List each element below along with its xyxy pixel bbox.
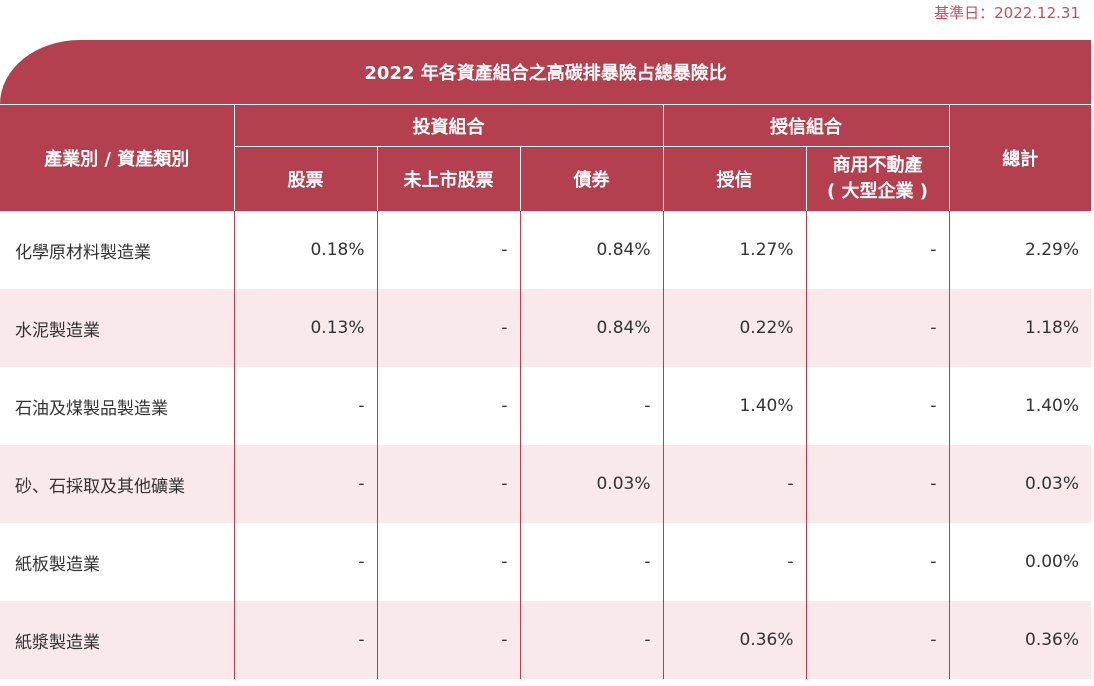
real-estate-cell: -: [805, 211, 949, 289]
credit-header: 授信: [662, 146, 806, 211]
exposure-table: 2022 年各資產組合之高碳排暴險占總暴險比 產業別 / 資產類別 投資組合 授…: [0, 40, 1092, 679]
credit-cell: 1.40%: [662, 367, 806, 445]
real-estate-header-line2: ( 大型企業 ): [827, 181, 928, 202]
bonds-cell: -: [519, 367, 663, 445]
bonds-cell: 0.84%: [519, 289, 663, 367]
total-cell: 0.36%: [948, 601, 1092, 679]
credit-group-header: 授信組合: [662, 104, 949, 147]
industry-cell: 砂、石採取及其他礦業: [0, 445, 234, 523]
stocks-cell: 0.13%: [233, 289, 377, 367]
investment-group-header: 投資組合: [233, 104, 663, 147]
real-estate-cell: -: [805, 601, 949, 679]
bonds-cell: -: [519, 523, 663, 601]
real-estate-cell: -: [805, 445, 949, 523]
unlisted-stocks-cell: -: [376, 601, 520, 679]
total-cell: 1.40%: [948, 367, 1092, 445]
total-cell: 0.03%: [948, 445, 1092, 523]
table-title: 2022 年各資產組合之高碳排暴險占總暴險比: [0, 40, 1092, 105]
real-estate-cell: -: [805, 367, 949, 445]
table-row: 化學原材料製造業 0.18% - 0.84% 1.27% - 2.29%: [0, 211, 1092, 289]
stocks-cell: -: [233, 523, 377, 601]
industry-cell: 紙板製造業: [0, 523, 234, 601]
credit-cell: -: [662, 445, 806, 523]
unlisted-stocks-header: 未上市股票: [376, 146, 520, 211]
total-cell: 1.18%: [948, 289, 1092, 367]
unlisted-stocks-cell: -: [376, 523, 520, 601]
real-estate-cell: -: [805, 289, 949, 367]
table-row: 石油及煤製品製造業 - - - 1.40% - 1.40%: [0, 367, 1092, 445]
base-date: 基準日：2022.12.31: [934, 4, 1080, 22]
total-cell: 2.29%: [948, 211, 1092, 289]
bonds-cell: -: [519, 601, 663, 679]
category-header: 產業別 / 資產類別: [0, 104, 234, 211]
unlisted-stocks-cell: -: [376, 289, 520, 367]
table-row: 紙漿製造業 - - - 0.36% - 0.36%: [0, 601, 1092, 679]
industry-cell: 化學原材料製造業: [0, 211, 234, 289]
stocks-cell: 0.18%: [233, 211, 377, 289]
credit-cell: 1.27%: [662, 211, 806, 289]
bonds-header: 債券: [519, 146, 663, 211]
total-cell: 0.00%: [948, 523, 1092, 601]
industry-cell: 石油及煤製品製造業: [0, 367, 234, 445]
stocks-cell: -: [233, 601, 377, 679]
total-header: 總計: [948, 104, 1092, 211]
unlisted-stocks-cell: -: [376, 445, 520, 523]
table-row: 砂、石採取及其他礦業 - - 0.03% - - 0.03%: [0, 445, 1092, 523]
bonds-cell: 0.84%: [519, 211, 663, 289]
stocks-header: 股票: [233, 146, 377, 211]
unlisted-stocks-cell: -: [376, 367, 520, 445]
real-estate-header: 商用不動產 ( 大型企業 ): [805, 146, 949, 211]
real-estate-cell: -: [805, 523, 949, 601]
credit-cell: -: [662, 523, 806, 601]
exposure-table-container: 2022 年各資產組合之高碳排暴險占總暴險比 產業別 / 資產類別 投資組合 授…: [0, 40, 1092, 679]
credit-cell: 0.22%: [662, 289, 806, 367]
credit-cell: 0.36%: [662, 601, 806, 679]
industry-cell: 紙漿製造業: [0, 601, 234, 679]
unlisted-stocks-cell: -: [376, 211, 520, 289]
real-estate-header-line1: 商用不動產: [832, 155, 923, 176]
stocks-cell: -: [233, 367, 377, 445]
bonds-cell: 0.03%: [519, 445, 663, 523]
table-row: 水泥製造業 0.13% - 0.84% 0.22% - 1.18%: [0, 289, 1092, 367]
industry-cell: 水泥製造業: [0, 289, 234, 367]
stocks-cell: -: [233, 445, 377, 523]
table-row: 紙板製造業 - - - - - 0.00%: [0, 523, 1092, 601]
